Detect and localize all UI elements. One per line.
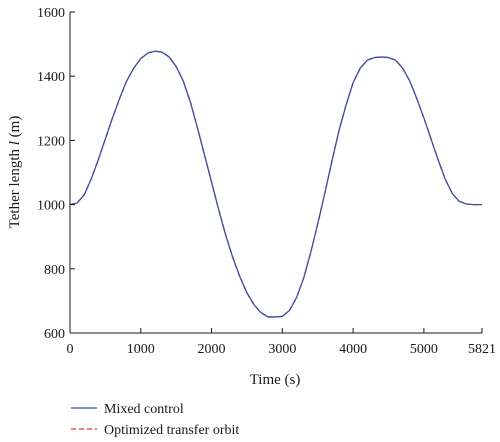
x-tick-label: 4000 (339, 342, 367, 357)
y-tick-label: 1600 (37, 6, 65, 21)
y-ticks: 600 800 1000 1200 1400 1600 (37, 6, 75, 342)
legend-label-mixed-control: Mixed control (104, 402, 184, 417)
x-tick-label: 5821 (468, 342, 496, 357)
y-axis-label-variable: l (7, 141, 23, 145)
x-tick-label: 2000 (198, 342, 226, 357)
x-axis-label: Time (s) (250, 372, 301, 388)
x-ticks: 0 1000 2000 3000 4000 5000 5821 (67, 328, 496, 357)
plot-lines (69, 50, 482, 318)
x-tick-label: 0 (67, 342, 74, 357)
legend-label-optimized-transfer-orbit: Optimized transfer orbit (104, 423, 239, 438)
y-axis-label-unit: (m) (7, 116, 23, 141)
y-tick-label: 1000 (37, 199, 65, 214)
y-axis-label: Tether length l (m) (7, 116, 23, 229)
series-line-mixed-control (69, 50, 482, 318)
x-tick-label: 1000 (127, 342, 155, 357)
series-line-optimized-transfer-orbit (69, 50, 482, 318)
y-axis-label-prefix: Tether length (7, 145, 23, 228)
x-tick-label: 5000 (410, 342, 438, 357)
y-tick-label: 600 (44, 327, 65, 342)
y-tick-label: 800 (44, 263, 65, 278)
legend: Mixed control Optimized transfer orbit (71, 402, 239, 438)
y-tick-label: 1400 (37, 70, 65, 85)
y-tick-label: 1200 (37, 134, 65, 149)
x-tick-label: 3000 (268, 342, 296, 357)
